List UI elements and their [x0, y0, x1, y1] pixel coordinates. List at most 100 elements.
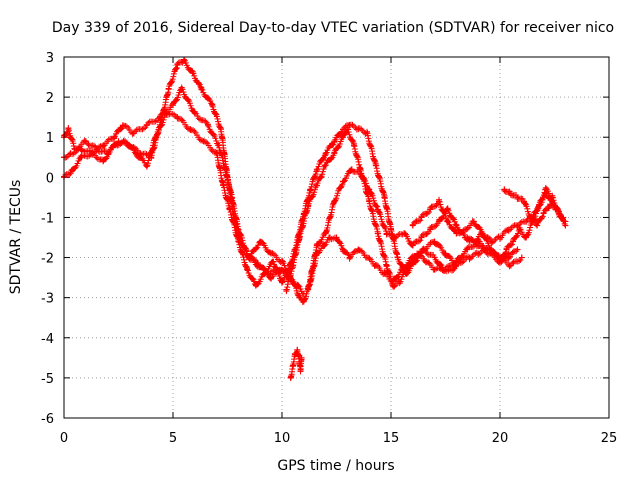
- data-point: [396, 278, 403, 285]
- data-point: [540, 210, 547, 217]
- data-point: [178, 86, 185, 93]
- series-track-7: [305, 166, 521, 293]
- data-point: [78, 154, 85, 161]
- data-point: [444, 206, 451, 213]
- series-track-6: [283, 121, 460, 281]
- x-axis-label: GPS time / hours: [277, 458, 394, 474]
- data-point: [213, 150, 220, 157]
- series-trace: [283, 124, 511, 295]
- y-tick-label: -6: [41, 412, 54, 427]
- data-point: [409, 242, 416, 249]
- data-point: [505, 226, 512, 233]
- data-point: [261, 270, 268, 277]
- data-point: [244, 266, 251, 273]
- y-tick-label: -5: [41, 372, 54, 387]
- data-point: [163, 110, 170, 117]
- data-point: [100, 158, 107, 165]
- data-point: [381, 194, 388, 201]
- data-point: [93, 146, 100, 153]
- data-point: [350, 142, 357, 149]
- data-point: [152, 134, 159, 141]
- data-point: [420, 246, 427, 253]
- data-point: [340, 246, 347, 253]
- data-point: [488, 246, 495, 253]
- data-point: [514, 246, 521, 253]
- data-point: [287, 374, 294, 381]
- y-tick-label: 2: [46, 91, 54, 106]
- data-point: [505, 254, 512, 261]
- data-point: [427, 206, 434, 213]
- data-point: [130, 130, 137, 137]
- data-point: [383, 230, 390, 237]
- series-trace: [61, 56, 284, 282]
- data-point: [279, 278, 285, 285]
- data-point: [322, 162, 329, 169]
- y-tick-label: -3: [41, 292, 54, 307]
- data-point: [453, 222, 460, 229]
- data-point: [326, 234, 333, 241]
- y-tick-label: 0: [46, 171, 54, 186]
- data-point: [292, 350, 299, 357]
- data-point: [300, 298, 307, 305]
- data-point: [392, 234, 399, 241]
- data-point: [442, 250, 449, 257]
- data-series: [61, 56, 569, 381]
- data-point: [355, 246, 362, 253]
- data-point: [82, 138, 89, 145]
- data-point: [435, 218, 442, 225]
- data-point: [547, 202, 554, 209]
- data-point: [111, 134, 118, 141]
- data-point: [464, 246, 471, 253]
- data-point: [394, 254, 401, 261]
- data-point: [331, 150, 338, 157]
- data-point: [100, 142, 107, 149]
- data-point: [435, 198, 442, 205]
- data-point: [298, 354, 305, 361]
- chart-title: Day 339 of 2016, Sidereal Day-to-day VTE…: [52, 20, 614, 36]
- data-point: [331, 198, 338, 205]
- data-point: [313, 182, 320, 189]
- data-point: [191, 110, 198, 117]
- data-point: [322, 150, 329, 157]
- data-point: [346, 122, 353, 129]
- data-point: [294, 346, 301, 353]
- data-point: [364, 254, 371, 261]
- data-point: [331, 138, 338, 145]
- data-point: [283, 286, 290, 293]
- data-point: [488, 238, 495, 245]
- data-point: [224, 174, 231, 181]
- y-tick-label: -2: [41, 252, 54, 267]
- data-point: [217, 126, 224, 133]
- data-point: [122, 138, 129, 145]
- data-point: [346, 254, 353, 261]
- data-point: [562, 222, 569, 229]
- data-point: [427, 226, 434, 233]
- data-point: [422, 258, 429, 265]
- data-point: [418, 234, 425, 241]
- data-point: [296, 294, 303, 301]
- x-tick-label: 10: [274, 431, 291, 446]
- y-tick-label: 3: [46, 51, 54, 66]
- data-point: [518, 254, 525, 261]
- series-track-10: [501, 186, 567, 229]
- data-point: [189, 70, 196, 77]
- data-point: [536, 202, 543, 209]
- data-point: [409, 222, 416, 229]
- data-point: [462, 226, 469, 233]
- data-point: [143, 122, 150, 129]
- data-point: [235, 238, 242, 245]
- data-point: [89, 150, 96, 157]
- data-point: [418, 214, 425, 221]
- data-point: [279, 258, 285, 265]
- series-trace: [305, 167, 520, 292]
- data-point: [510, 238, 517, 245]
- data-point: [364, 130, 371, 137]
- data-point: [466, 254, 473, 261]
- x-tick-label: 20: [492, 431, 509, 446]
- plot-frame: [63, 56, 610, 419]
- data-point: [71, 146, 78, 153]
- y-tick-label: 1: [46, 131, 54, 146]
- data-point: [257, 238, 264, 245]
- data-point: [174, 62, 181, 69]
